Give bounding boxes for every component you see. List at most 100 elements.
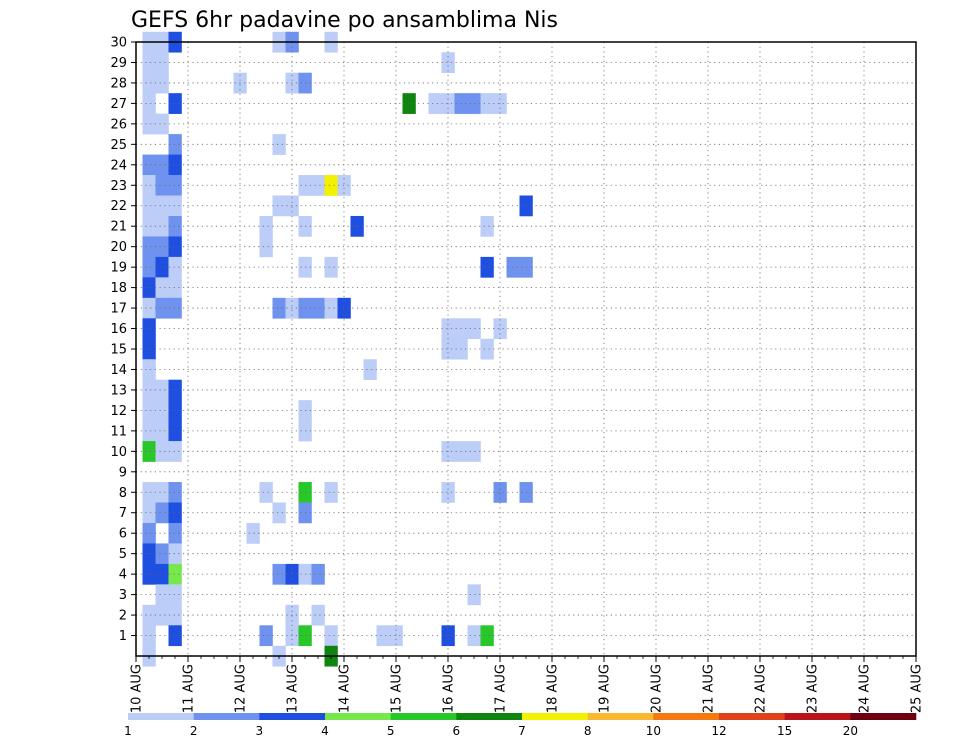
heatmap-cell xyxy=(155,584,169,606)
heatmap-cell xyxy=(298,400,312,421)
y-tick-label: 4 xyxy=(119,568,127,583)
y-tick-label: 15 xyxy=(110,343,127,358)
heatmap-cell xyxy=(168,441,182,462)
heatmap-cell xyxy=(155,379,169,401)
x-tick-label: 22 AUG xyxy=(754,664,769,713)
x-axis: 10 AUG 11 AUG 12 AUG 13 AUG 14 AUG 15 AUG 16 A… xyxy=(130,656,925,713)
heatmap-cell xyxy=(493,482,507,503)
heatmap-cell xyxy=(142,277,156,299)
heatmap-cell xyxy=(142,318,156,340)
heatmap-cell xyxy=(168,134,182,155)
y-tick-label: 5 xyxy=(119,547,127,562)
heatmap-cell xyxy=(155,72,169,94)
heatmap-cell xyxy=(298,256,312,278)
x-tick-label: 20 AUG xyxy=(650,664,665,713)
heatmap-cell xyxy=(155,420,169,442)
heatmap-cell xyxy=(259,215,273,237)
heatmap-cell xyxy=(467,441,481,462)
colorbar-swatch xyxy=(128,713,194,720)
heatmap-cell xyxy=(168,297,182,319)
x-tick-label: 10 AUG xyxy=(130,664,145,713)
heatmap-cell xyxy=(168,522,182,544)
heatmap-cell xyxy=(155,604,169,626)
heatmap-cell xyxy=(142,175,156,196)
y-tick-label: 7 xyxy=(119,506,127,521)
heatmap-cell xyxy=(480,338,494,360)
colorbar-swatch xyxy=(456,713,523,720)
heatmap-cell xyxy=(142,52,156,73)
heatmap-cell xyxy=(168,563,182,585)
colorbar-legend: 1 2 3 4 5 6 7 8 10 12 15 20 xyxy=(124,713,917,738)
heatmap-cell xyxy=(168,625,182,647)
x-tick-label: 24 AUG xyxy=(858,664,873,713)
x-tick-label: 12 AUG xyxy=(234,664,249,713)
heatmap-cell xyxy=(467,625,481,647)
heatmap-cell xyxy=(298,175,312,196)
y-tick-label: 18 xyxy=(110,281,127,296)
heatmap-cell xyxy=(311,563,325,585)
colorbar-swatch xyxy=(259,713,326,720)
y-tick-label: 6 xyxy=(119,527,127,542)
heatmap-cell xyxy=(168,236,182,258)
heatmap-cell xyxy=(155,482,169,503)
colorbar-swatch xyxy=(390,713,457,720)
heatmap-cell xyxy=(246,522,260,544)
heatmap-cell xyxy=(311,604,325,626)
x-tick-label: 18 AUG xyxy=(546,664,561,713)
colorbar-swatch xyxy=(719,713,785,720)
y-tick-label: 12 xyxy=(110,404,127,419)
heatmap-cell xyxy=(337,175,351,196)
heatmap-cell xyxy=(142,93,156,114)
colorbar-swatch xyxy=(193,713,260,720)
y-tick-label: 22 xyxy=(110,199,127,214)
heatmap-cell xyxy=(311,175,325,196)
y-tick-label: 28 xyxy=(110,76,127,91)
heatmap-cell xyxy=(272,297,286,319)
heatmap-cell xyxy=(155,256,169,278)
heatmap-cell xyxy=(155,154,169,176)
heatmap-cell xyxy=(298,215,312,237)
heatmap-cell xyxy=(168,502,182,524)
y-tick-label: 24 xyxy=(110,158,127,173)
heatmap-cell xyxy=(142,625,156,647)
heatmap-cell xyxy=(142,543,156,565)
heatmap-cell xyxy=(142,297,156,319)
y-tick-label: 27 xyxy=(110,97,127,112)
heatmap-cell xyxy=(142,338,156,360)
heatmap-cell xyxy=(480,215,494,237)
heatmap-cell xyxy=(155,236,169,258)
y-tick-label: 14 xyxy=(110,363,127,378)
y-tick-label: 10 xyxy=(110,445,127,460)
heatmap-cell xyxy=(155,502,169,524)
y-tick-label: 2 xyxy=(119,609,127,624)
x-tick-label: 21 AUG xyxy=(702,664,717,713)
heatmap-cell xyxy=(155,297,169,319)
heatmap-cell xyxy=(142,482,156,503)
heatmap-cell xyxy=(142,400,156,421)
heatmap-cell xyxy=(441,318,455,340)
heatmap-cell xyxy=(259,236,273,258)
x-tick-label: 16 AUG xyxy=(442,664,457,713)
heatmap-cell xyxy=(493,318,507,340)
heatmap-cell xyxy=(337,297,351,319)
heatmap-cell xyxy=(272,134,286,155)
heatmap-cell xyxy=(142,522,156,544)
heatmap-cell xyxy=(168,379,182,401)
colorbar-swatch xyxy=(587,713,654,720)
heatmap-cell xyxy=(168,175,182,196)
heatmap-cell xyxy=(441,338,455,360)
heatmap-cell xyxy=(168,154,182,176)
y-tick-label: 11 xyxy=(110,424,127,439)
heatmap-cell xyxy=(324,625,338,647)
x-tick-label: 11 AUG xyxy=(182,664,197,713)
heatmap-cell xyxy=(142,195,156,217)
heatmap-cell xyxy=(441,625,455,647)
heatmap-cell xyxy=(389,625,403,647)
heatmap-cell xyxy=(168,420,182,442)
heatmap-cell xyxy=(467,318,481,340)
y-tick-label: 20 xyxy=(110,240,127,255)
x-tick-label: 13 AUG xyxy=(286,664,301,713)
heatmap-cell xyxy=(142,113,156,135)
heatmap-cell xyxy=(168,543,182,565)
